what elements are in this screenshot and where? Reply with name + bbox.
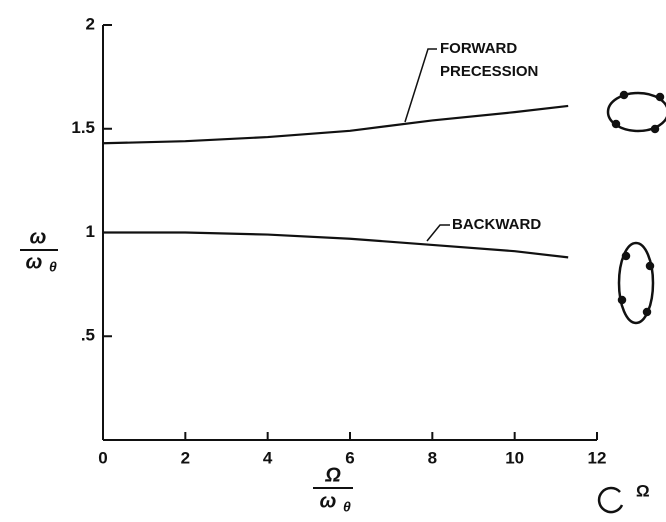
y-label-numerator: ω — [30, 226, 47, 248]
annotation: FORWARD — [440, 40, 517, 57]
forward-mode-icon — [606, 90, 666, 134]
y-label-denominator: ω — [26, 251, 43, 273]
y-tick-label: 1 — [86, 222, 95, 241]
x-tick-label: 8 — [428, 448, 437, 467]
annotation: BACKWARD — [452, 216, 541, 233]
series-line — [103, 231, 569, 259]
rotation-symbol: Ω — [636, 481, 650, 500]
x-label-subscript: θ — [343, 499, 351, 515]
annotation-leader — [426, 224, 450, 242]
x-label-denominator: ω — [320, 490, 337, 512]
series-line — [102, 104, 569, 145]
x-tick-label: 10 — [505, 448, 524, 467]
x-tick-label: 0 — [98, 448, 107, 467]
y-tick-label: 2 — [86, 14, 95, 33]
y-label-subscript: θ — [49, 259, 57, 275]
backward-mode-icon — [617, 241, 655, 325]
x-tick-label: 2 — [181, 448, 190, 467]
annotation-leader — [404, 48, 437, 123]
x-tick-label: 6 — [345, 448, 354, 467]
y-tick-label: 1.5 — [71, 118, 95, 137]
x-tick-label: 12 — [588, 448, 607, 467]
y-tick-label: .5 — [81, 326, 95, 345]
rotation-arrow — [597, 486, 624, 514]
x-label-numerator: Ω — [324, 464, 341, 486]
x-tick-label: 4 — [263, 448, 273, 467]
annotation: PRECESSION — [440, 63, 538, 80]
